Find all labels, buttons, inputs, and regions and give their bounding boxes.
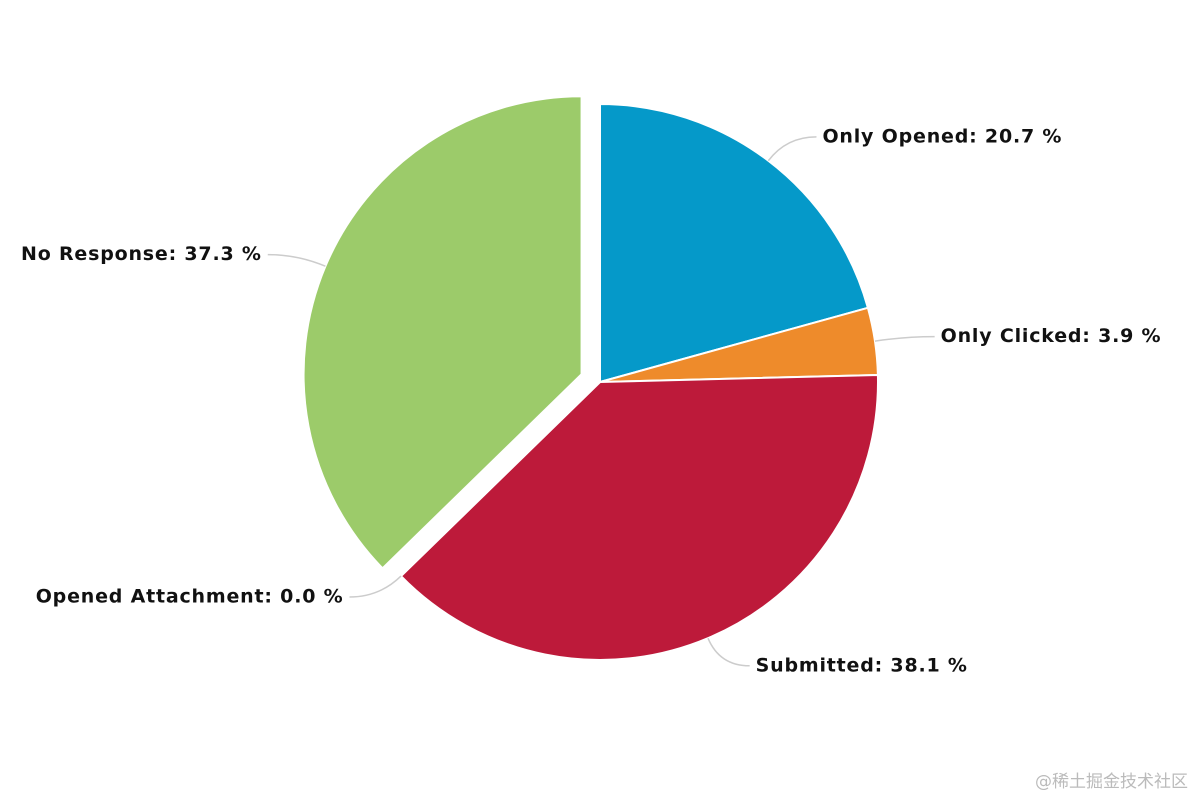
data-label: Submitted: 38.1 % bbox=[756, 654, 968, 676]
data-label: Only Opened: 20.7 % bbox=[822, 125, 1062, 147]
data-label: No Response: 37.3 % bbox=[21, 243, 262, 265]
connector bbox=[767, 136, 817, 162]
data-label: Only Clicked: 3.9 % bbox=[941, 325, 1162, 347]
data-label: Opened Attachment: 0.0 % bbox=[36, 586, 344, 608]
pie-slice bbox=[400, 381, 601, 577]
pie-slice bbox=[302, 95, 583, 570]
connector bbox=[874, 335, 935, 342]
watermark: @稀土掘金技术社区 bbox=[1035, 772, 1188, 792]
connector bbox=[707, 637, 750, 667]
connector bbox=[267, 253, 326, 267]
connector bbox=[349, 575, 402, 598]
pie-slice bbox=[599, 102, 870, 384]
pie-slice bbox=[399, 373, 879, 661]
